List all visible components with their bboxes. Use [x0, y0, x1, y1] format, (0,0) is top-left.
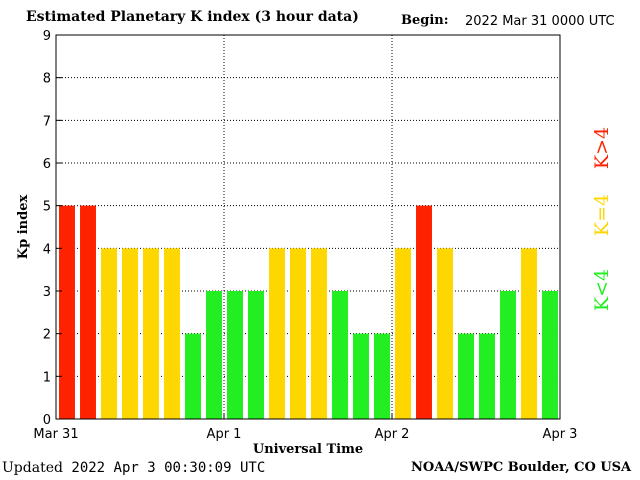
- x-axis-ticks: Mar 31 Apr 1 Apr 2 Apr 3: [33, 413, 577, 442]
- grid-lines: [56, 35, 560, 419]
- bar: [122, 248, 138, 419]
- bar: [248, 291, 264, 419]
- begin-label: Begin:: [401, 13, 449, 28]
- y-tick-label: 8: [43, 72, 51, 87]
- bar: [101, 248, 117, 419]
- bar: [500, 291, 516, 419]
- x-tick-label: Apr 2: [375, 427, 410, 442]
- updated-label: Updated: [2, 460, 63, 476]
- y-tick-label: 4: [43, 242, 51, 257]
- bars: [59, 205, 558, 419]
- bar: [206, 291, 222, 419]
- begin-value: 2022 Mar 31 0000 UTC: [465, 14, 615, 29]
- bar: [416, 205, 432, 419]
- bar: [185, 333, 201, 419]
- bar: [374, 333, 390, 419]
- y-tick-label: 7: [43, 114, 51, 129]
- credit-text: NOAA/SWPC Boulder, CO USA: [411, 460, 632, 475]
- y-axis-label: Kp index: [16, 195, 31, 260]
- bar: [143, 248, 159, 419]
- y-tick-label: 9: [43, 29, 51, 44]
- x-tick-label: Apr 3: [543, 427, 578, 442]
- bar: [437, 248, 453, 419]
- y-tick-label: 5: [43, 200, 51, 215]
- bar: [395, 248, 411, 419]
- y-axis-ticks: 0 1 2 3 4 5 6 7 8 9: [43, 29, 62, 428]
- bar: [164, 248, 180, 419]
- bar: [479, 333, 495, 419]
- bar: [332, 291, 348, 419]
- x-tick-label: Apr 1: [207, 427, 242, 442]
- x-axis-label: Universal Time: [253, 442, 363, 457]
- bar: [59, 205, 75, 419]
- bar: [542, 291, 558, 419]
- x-tick-label: Mar 31: [33, 427, 78, 442]
- chart-title: Estimated Planetary K index (3 hour data…: [26, 9, 359, 25]
- bar: [521, 248, 537, 419]
- y-tick-label: 6: [43, 157, 51, 172]
- updated-timestamp: Updated 2022 Apr 3 00:30:09 UTC: [2, 460, 265, 476]
- y-tick-label: 1: [43, 370, 51, 385]
- bar: [458, 333, 474, 419]
- legend: K<4 K=4 K>4: [591, 127, 613, 311]
- y-tick-label: 2: [43, 328, 51, 343]
- bar: [290, 248, 306, 419]
- bar: [353, 333, 369, 419]
- y-tick-label: 3: [43, 285, 51, 300]
- legend-entry: K=4: [591, 194, 613, 236]
- y-tick-label: 0: [43, 413, 51, 428]
- legend-entry: K>4: [591, 127, 613, 169]
- updated-value: 2022 Apr 3 00:30:09 UTC: [71, 460, 266, 476]
- bar: [227, 291, 243, 419]
- bar: [80, 205, 96, 419]
- plot-frame: [55, 34, 561, 420]
- bar: [311, 248, 327, 419]
- bar: [269, 248, 285, 419]
- legend-entry: K<4: [591, 269, 613, 311]
